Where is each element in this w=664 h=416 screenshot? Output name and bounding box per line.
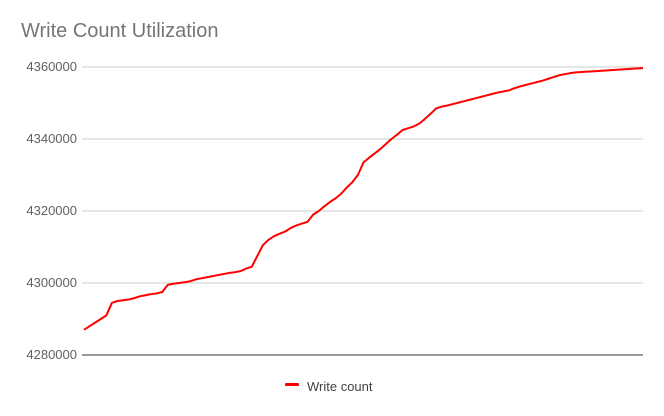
- y-tick-label: 4280000: [26, 347, 77, 362]
- y-tick-label: 4320000: [26, 203, 77, 218]
- series-layer: [83, 67, 644, 331]
- y-tick-label: 4300000: [26, 275, 77, 290]
- gridlines: [82, 66, 643, 356]
- legend-label-write-count: Write count: [307, 379, 373, 394]
- legend[interactable]: Write count: [285, 379, 373, 394]
- series-line-write-count: [83, 67, 644, 331]
- y-tick-label: 4340000: [26, 131, 77, 146]
- chart-title: Write Count Utilization: [21, 20, 219, 42]
- legend-swatch-write-count: [285, 383, 299, 386]
- y-axis-tick-labels: 4280000 4300000 4320000 4340000 4360000: [26, 59, 77, 362]
- y-tick-label: 4360000: [26, 59, 77, 74]
